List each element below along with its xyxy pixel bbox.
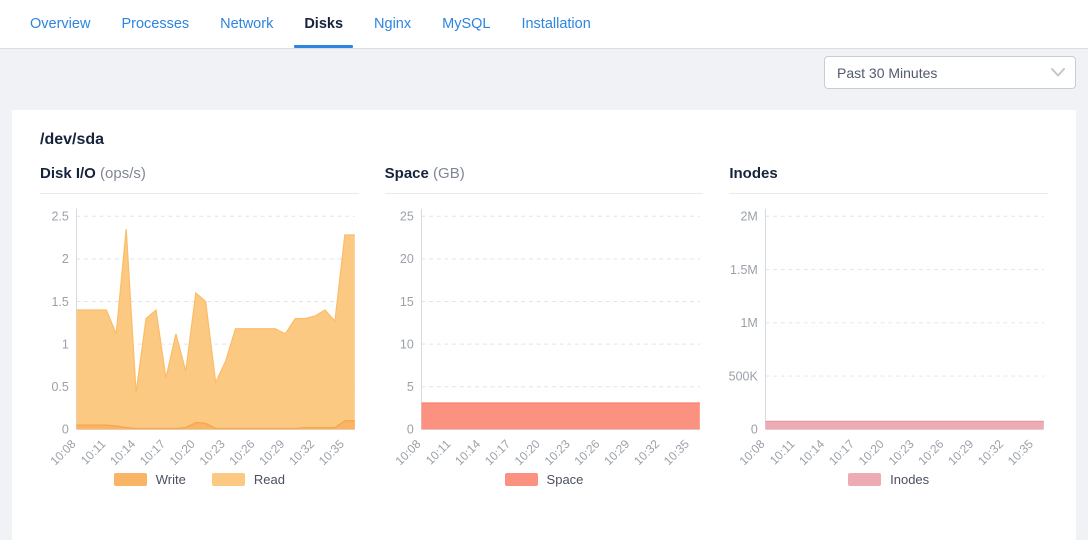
chart-column-disk-io: Disk I/O (ops/s) 0 0.5 1 1.5 2 2.5 10:08 10:11 10… (40, 164, 359, 490)
svg-text:10:26: 10:26 (571, 437, 602, 468)
svg-text:0: 0 (751, 423, 758, 437)
charts-grid: Disk I/O (ops/s) 0 0.5 1 1.5 2 2.5 10:08 10:11 10… (40, 164, 1048, 490)
svg-text:10:32: 10:32 (975, 437, 1006, 468)
chart-column-space: Space (GB) 0 5 10 15 20 25 10:08 10:11 10:14 10:17… (384, 164, 704, 490)
svg-text:500K: 500K (729, 369, 758, 383)
svg-text:10:29: 10:29 (256, 437, 287, 468)
toolbar: Past 30 Minutes (0, 49, 1088, 110)
tab-network[interactable]: Network (220, 16, 274, 32)
legend-swatch (211, 473, 245, 487)
legend-inodes: Inodes (729, 470, 1048, 490)
legend-label: Space (546, 472, 584, 488)
legend-swatch (113, 473, 147, 487)
svg-text:0: 0 (407, 423, 414, 437)
device-title: /dev/sda (40, 131, 105, 148)
svg-text:1.5M: 1.5M (730, 263, 758, 277)
svg-text:10:23: 10:23 (197, 437, 228, 468)
svg-text:10:17: 10:17 (482, 437, 513, 468)
series-area-space (421, 402, 700, 430)
svg-text:1: 1 (62, 337, 69, 351)
svg-text:10:29: 10:29 (601, 437, 632, 468)
svg-text:10:17: 10:17 (826, 437, 857, 468)
chart-header-disk-io: Disk I/O (ops/s) (40, 164, 359, 194)
series-area-inodes (765, 421, 1045, 430)
legend-label: Write (155, 472, 186, 488)
chart-unit: (GB) (428, 165, 465, 182)
chart-header-space: Space (GB) (384, 164, 704, 194)
svg-text:10:17: 10:17 (137, 437, 168, 468)
time-range-select[interactable]: Past 30 Minutes (824, 56, 1076, 89)
tab-nginx[interactable]: Nginx (374, 16, 412, 32)
svg-text:10:20: 10:20 (856, 437, 887, 468)
svg-text:0.5: 0.5 (51, 380, 68, 394)
legend-label: Inodes (890, 472, 930, 488)
chart-header-inodes: Inodes (729, 164, 1048, 194)
legend-swatch (504, 473, 538, 487)
svg-text:1M: 1M (741, 316, 758, 330)
chart-title: Disk I/O (40, 165, 96, 182)
tab-mysql[interactable]: MySQL (442, 16, 491, 32)
svg-text:25: 25 (400, 210, 414, 224)
legend-item-read[interactable]: Read (211, 472, 285, 488)
tab-processes[interactable]: Processes (121, 16, 190, 32)
legend-label: Read (253, 472, 285, 488)
svg-text:10:11: 10:11 (767, 437, 798, 468)
svg-text:20: 20 (400, 252, 414, 266)
chevron-down-icon (1051, 68, 1065, 77)
svg-text:10:20: 10:20 (511, 437, 542, 468)
svg-text:10: 10 (400, 337, 414, 351)
chart-title: Inodes (729, 165, 778, 182)
svg-text:10:08: 10:08 (392, 437, 423, 468)
svg-text:10:14: 10:14 (796, 437, 827, 468)
disk-card: /dev/sda Disk I/O (ops/s) 0 0.5 1 1.5 2 2.5 10:… (12, 110, 1076, 540)
legend-item-space[interactable]: Space (504, 472, 584, 488)
legend-item-write[interactable]: Write (113, 472, 186, 488)
svg-text:2.5: 2.5 (51, 210, 68, 224)
svg-text:10:35: 10:35 (1005, 437, 1036, 468)
svg-text:0: 0 (62, 423, 69, 437)
tab-bar: Overview Processes Network Disks Nginx MySQL I… (0, 0, 1088, 49)
series-area-write (76, 420, 355, 430)
svg-text:15: 15 (400, 295, 414, 309)
svg-text:10:11: 10:11 (423, 437, 454, 468)
chart-unit: (ops/s) (95, 165, 146, 182)
time-range-value: Past 30 Minutes (837, 64, 938, 81)
tab-installation[interactable]: Installation (521, 16, 591, 32)
svg-text:2M: 2M (741, 210, 758, 224)
disk-io-chart: 00.511.522.510:08 10:1110:1410:1710:2010:… (47, 208, 355, 468)
space-chart: 0 5 10 15 20 25 10:08 10:1110:1410:1710:2010:23… (392, 208, 700, 468)
svg-text:10:11: 10:11 (78, 437, 109, 468)
tab-overview[interactable]: Overview (30, 16, 91, 32)
chart-column-inodes: Inodes 0 500K 1M 1.5M 2M 10:08 10:11 10:14 10:17 1… (729, 164, 1048, 490)
svg-text:10:32: 10:32 (631, 437, 662, 468)
legend-space: Space (385, 470, 704, 490)
svg-text:10:26: 10:26 (916, 437, 947, 468)
svg-text:10:26: 10:26 (226, 437, 257, 468)
svg-text:10:35: 10:35 (316, 437, 347, 468)
svg-text:10:35: 10:35 (661, 437, 692, 468)
svg-text:10:14: 10:14 (107, 437, 138, 468)
svg-text:10:14: 10:14 (452, 437, 483, 468)
svg-text:10:32: 10:32 (286, 437, 317, 468)
svg-text:1.5: 1.5 (51, 295, 68, 309)
tab-disks[interactable]: Disks (294, 0, 353, 48)
svg-text:10:08: 10:08 (47, 437, 78, 468)
svg-text:10:29: 10:29 (946, 437, 977, 468)
svg-text:10:23: 10:23 (886, 437, 917, 468)
svg-text:10:20: 10:20 (167, 437, 198, 468)
chart-title: Space (384, 165, 429, 182)
legend-disk-io: Write Read (40, 470, 359, 490)
legend-item-inodes[interactable]: Inodes (848, 472, 929, 487)
svg-text:10:23: 10:23 (541, 437, 572, 468)
svg-text:5: 5 (407, 380, 414, 394)
svg-text:10:08: 10:08 (737, 437, 768, 468)
legend-swatch (848, 473, 882, 487)
svg-text:2: 2 (62, 252, 69, 266)
series-area-read (76, 229, 355, 430)
